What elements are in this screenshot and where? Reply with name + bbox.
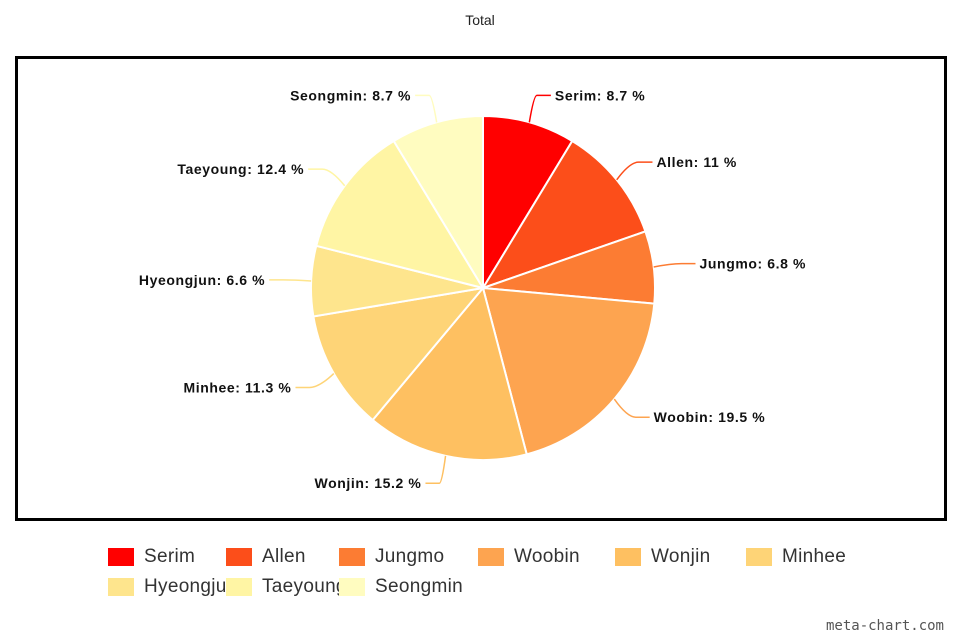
pie-labels: Serim: 8.7 % Allen: 11 % Jungmo: 6.8 % Woob… xyxy=(139,87,806,491)
slice-label-jungmo: Jungmo: 6.8 % xyxy=(700,256,807,272)
slice-label-seongmin: Seongmin: 8.7 % xyxy=(290,87,411,103)
chart-title: Total xyxy=(465,12,495,28)
slice-label-woobin: Woobin: 19.5 % xyxy=(654,409,766,425)
label-connector-seongmin xyxy=(415,94,438,123)
legend-item-wonjin[interactable]: Wonjin xyxy=(615,546,746,568)
legend-swatch xyxy=(226,548,252,566)
legend-item-allen[interactable]: Allen xyxy=(226,546,339,568)
label-connector-minhee xyxy=(295,372,335,389)
legend-label: Woobin xyxy=(514,546,580,567)
plot-area: Serim: 8.7 % Allen: 11 % Jungmo: 6.8 % Woob… xyxy=(15,56,947,521)
pie-slice-seongmin[interactable] xyxy=(392,114,484,292)
label-connector-hyeongjun xyxy=(269,279,312,282)
legend-label: Jungmo xyxy=(375,546,445,567)
legend-label: Allen xyxy=(262,546,306,567)
legend-swatch xyxy=(108,548,134,566)
label-connector-taeyoung xyxy=(308,168,346,187)
pie-slices xyxy=(310,114,656,461)
pie-slice-allen[interactable] xyxy=(480,139,647,290)
legend-item-hyeongjun[interactable]: Hyeongjun xyxy=(108,576,237,598)
legend-swatch xyxy=(615,548,641,566)
legend-label: Minhee xyxy=(782,546,847,567)
legend-swatch xyxy=(108,578,134,596)
label-connector-wonjin xyxy=(425,455,447,484)
slice-label-serim: Serim: 8.7 % xyxy=(555,87,645,103)
legend-swatch xyxy=(339,578,365,596)
slice-label-wonjin: Wonjin: 15.2 % xyxy=(315,475,422,491)
pie-slice-serim[interactable] xyxy=(482,114,574,292)
legend-label: Wonjin xyxy=(651,546,711,567)
slice-label-hyeongjun: Hyeongjun: 6.6 % xyxy=(139,272,265,288)
legend-item-woobin[interactable]: Woobin xyxy=(478,546,615,568)
legend-item-seongmin[interactable]: Seongmin xyxy=(339,576,478,598)
legend-swatch xyxy=(746,548,772,566)
watermark: meta-chart.com xyxy=(825,618,944,634)
label-connector-allen xyxy=(616,161,653,181)
legend-label: Hyeongjun xyxy=(144,576,238,597)
legend-item-taeyoung[interactable]: Taeyoung xyxy=(226,576,347,598)
slice-label-minhee: Minhee: 11.3 % xyxy=(183,379,291,395)
legend-swatch xyxy=(339,548,365,566)
label-connector-serim xyxy=(528,94,551,123)
pie-slice-wonjin[interactable] xyxy=(371,285,528,461)
legend-swatch xyxy=(478,548,504,566)
label-connector-woobin xyxy=(613,398,650,418)
legend-label: Serim xyxy=(144,546,196,567)
legend-swatch xyxy=(226,578,252,596)
pie-slice-minhee[interactable] xyxy=(312,286,486,422)
pie-chart: Serim: 8.7 % Allen: 11 % Jungmo: 6.8 % Woob… xyxy=(139,87,806,491)
legend-label: Seongmin xyxy=(375,576,463,597)
slice-label-allen: Allen: 11 % xyxy=(656,154,737,170)
label-connector-jungmo xyxy=(653,262,696,268)
pie-slice-woobin[interactable] xyxy=(481,286,656,456)
legend-label: Taeyoung xyxy=(262,576,347,597)
legend-item-serim[interactable]: Serim xyxy=(108,546,226,568)
legend-item-jungmo[interactable]: Jungmo xyxy=(339,546,478,568)
slice-label-taeyoung: Taeyoung: 12.4 % xyxy=(177,161,304,177)
pie-slice-taeyoung[interactable] xyxy=(315,139,486,290)
legend-item-minhee[interactable]: Minhee xyxy=(746,546,856,568)
legend: Serim Allen Jungmo Woobin Wonjin Minhee Hyeong… xyxy=(108,546,928,598)
